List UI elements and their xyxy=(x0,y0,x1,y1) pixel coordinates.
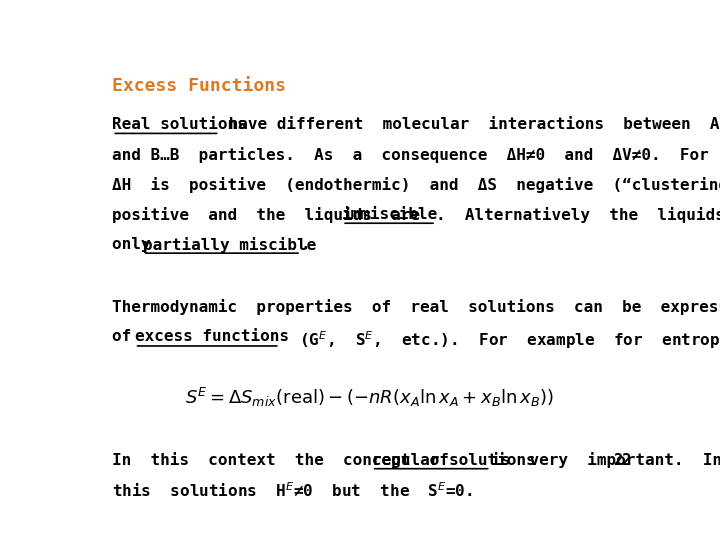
Text: only: only xyxy=(112,237,170,252)
Text: Real solutions: Real solutions xyxy=(112,117,247,132)
Text: excess functions: excess functions xyxy=(135,329,289,345)
Text: and B…B  particles.  As  a  consequence  ΔH≠0  and  ΔV≠0.  For  instance  if: and B…B particles. As a consequence ΔH≠0… xyxy=(112,147,720,163)
Text: 22: 22 xyxy=(613,453,631,468)
Text: .: . xyxy=(301,237,310,252)
Text: is  very  important.  In: is very important. In xyxy=(490,452,720,468)
Text: of: of xyxy=(112,329,150,345)
Text: this  solutions  H$^E$≠0  but  the  S$^E$=0.: this solutions H$^E$≠0 but the S$^E$=0. xyxy=(112,482,473,500)
Text: (G$^E$,  S$^E$,  etc.).  For  example  for  entropy:: (G$^E$, S$^E$, etc.). For example for en… xyxy=(280,329,720,351)
Text: Thermodynamic  properties  of  real  solutions  can  be  expressed  in  terms: Thermodynamic properties of real solutio… xyxy=(112,299,720,315)
Text: ΔH  is  positive  (endothermic)  and  ΔS  negative  (“clustering”)  ΔG  is: ΔH is positive (endothermic) and ΔS nega… xyxy=(112,177,720,193)
Text: have different  molecular  interactions  between  A…A,  A…B: have different molecular interactions be… xyxy=(220,117,720,132)
Text: In  this  context  the  concept  of: In this context the concept of xyxy=(112,452,469,468)
Text: regular solutions: regular solutions xyxy=(372,452,545,468)
Text: .  Alternatively  the  liquids  can  be: . Alternatively the liquids can be xyxy=(436,207,720,222)
Text: positive  and  the  liquids  are: positive and the liquids are xyxy=(112,207,440,222)
Text: Excess Functions: Excess Functions xyxy=(112,77,287,95)
Text: partially miscible: partially miscible xyxy=(143,237,316,253)
Text: $S^E = \Delta S_{mix}(\mathrm{real}) - \left(-nR(x_A \ln x_A + x_B \ln x_B)\righ: $S^E = \Delta S_{mix}(\mathrm{real}) - \… xyxy=(184,386,554,409)
Text: immiscible: immiscible xyxy=(342,207,438,221)
